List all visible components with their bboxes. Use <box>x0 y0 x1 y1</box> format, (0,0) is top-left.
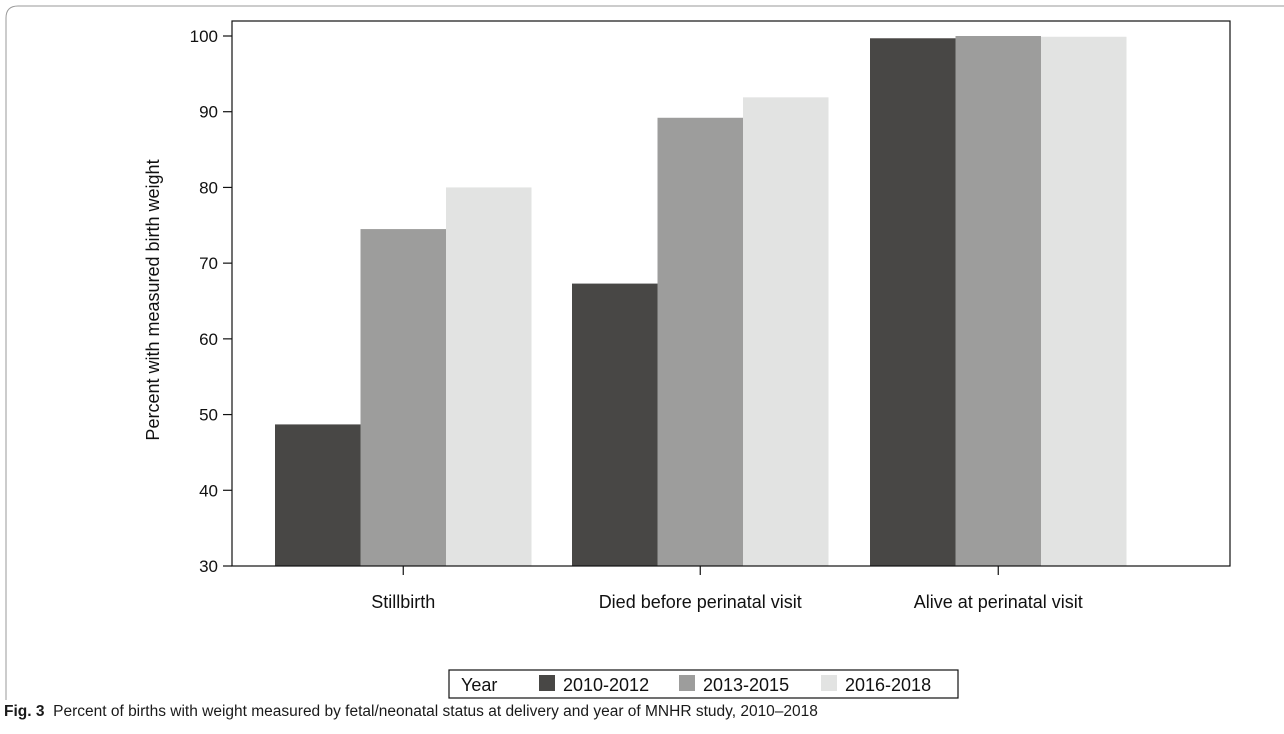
x-category-label: Alive at perinatal visit <box>914 592 1083 612</box>
legend-entry: 2010-2012 <box>563 675 649 695</box>
x-category-label: Stillbirth <box>371 592 435 612</box>
y-tick-label: 30 <box>199 557 218 576</box>
axes-group: 30 40 50 60 70 80 90 100 Stillbirth Died before p… <box>190 20 1231 612</box>
y-tick-label: 70 <box>199 254 218 273</box>
bars-group <box>275 36 1127 567</box>
bar-chart: 30 40 50 60 70 80 90 100 Stillbirth Died before p… <box>5 5 1284 700</box>
bar <box>743 97 829 566</box>
bar <box>360 229 446 567</box>
legend-entry: 2013-2015 <box>703 675 789 695</box>
y-tick-label: 100 <box>190 27 218 46</box>
figure-caption: Fig. 3 Percent of births with weight mea… <box>4 703 818 721</box>
legend-box <box>448 669 959 699</box>
legend-swatch <box>679 675 695 691</box>
bar <box>275 424 361 566</box>
legend-swatch <box>821 675 837 691</box>
y-tick-label: 80 <box>199 178 218 197</box>
bar <box>1041 36 1127 566</box>
bar <box>955 36 1041 566</box>
bar <box>870 38 956 567</box>
figure-number: Fig. 3 <box>4 703 45 720</box>
bar <box>657 117 743 567</box>
bar <box>446 187 532 566</box>
caption-text: Percent of births with weight measured b… <box>53 703 818 720</box>
y-tick-label: 60 <box>199 330 218 349</box>
plot-area <box>231 20 1231 567</box>
y-tick-label: 40 <box>199 481 218 500</box>
y-tick-label: 90 <box>199 103 218 122</box>
legend: Year 2010-2012 2013-2015 2016-2018 <box>448 669 959 699</box>
legend-entry: 2016-2018 <box>845 675 931 695</box>
x-category-label: Died before perinatal visit <box>599 592 802 612</box>
legend-title: Year <box>461 675 497 695</box>
y-axis-title: Percent with measured birth weight <box>143 159 163 440</box>
figure-border <box>5 5 1284 700</box>
y-tick-label: 50 <box>199 406 218 425</box>
legend-swatch <box>539 675 555 691</box>
bar <box>572 283 658 566</box>
